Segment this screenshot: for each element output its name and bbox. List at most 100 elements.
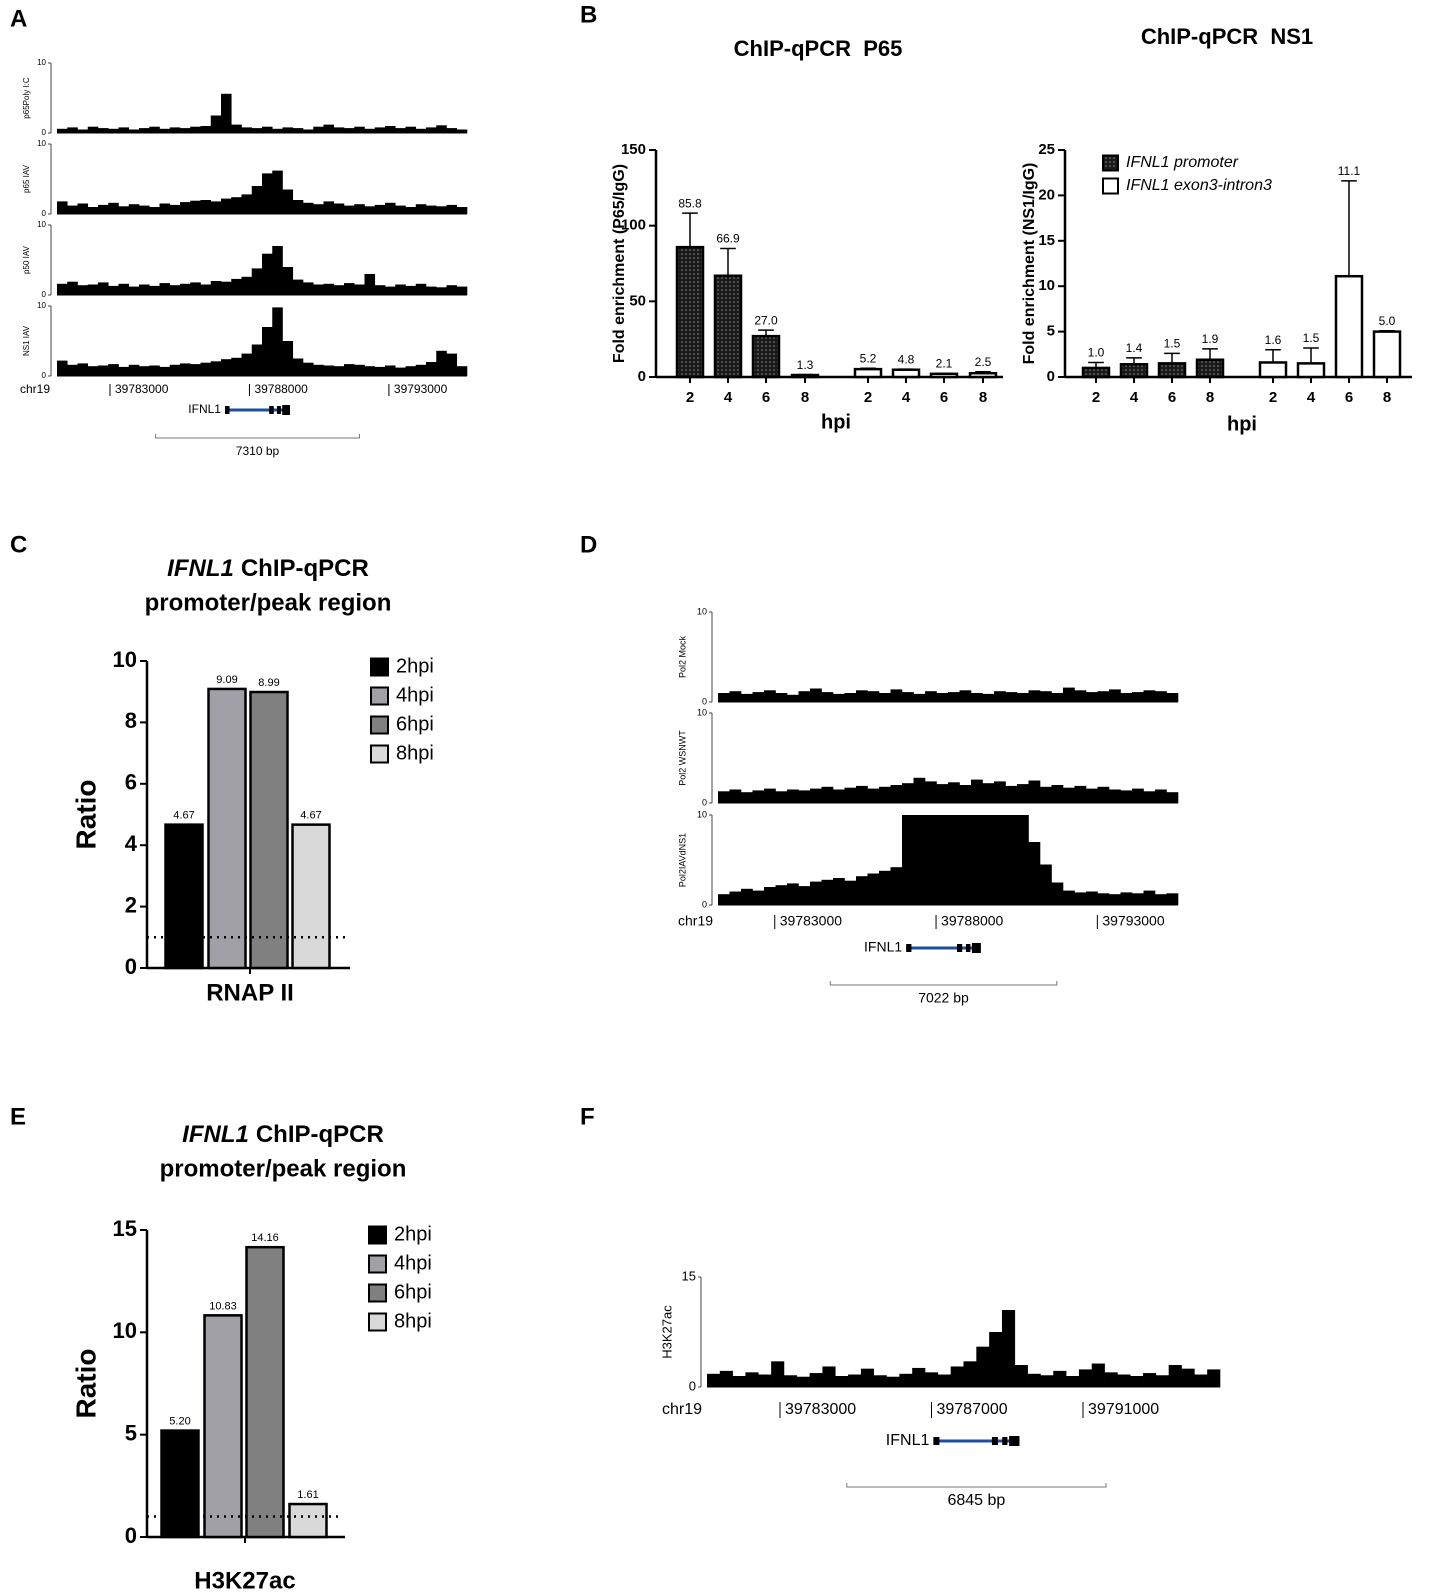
- error-bar: [1126, 357, 1142, 365]
- panel-label: B: [580, 1, 597, 28]
- signal-bin: [848, 1374, 862, 1387]
- signal-bin: [405, 285, 417, 295]
- bar: [203, 1314, 243, 1539]
- value-label: 4.67: [173, 810, 194, 822]
- y-tick-label: 4: [125, 831, 138, 856]
- signal-bin: [821, 692, 834, 702]
- signal-bin: [741, 693, 753, 702]
- title-gene: IFNL1: [167, 555, 234, 582]
- signal-bin: [231, 197, 242, 214]
- y-tick-label: 5: [125, 1420, 137, 1445]
- signal-bin: [426, 127, 437, 133]
- signal-bin: [251, 128, 263, 133]
- signal-bin: [251, 186, 263, 214]
- signal-bin: [718, 693, 730, 702]
- signal-bin: [180, 283, 191, 295]
- signal-bin: [936, 815, 949, 905]
- y-tick-label: 10: [37, 139, 46, 148]
- signal-bin: [169, 127, 181, 133]
- signal-bin: [867, 873, 880, 905]
- signal-bin: [1097, 691, 1110, 702]
- signal-bin: [1074, 892, 1087, 905]
- legend-label: IFNL1 exon3-intron3: [1126, 177, 1272, 194]
- signal-bin: [344, 128, 355, 133]
- signal-bin: [374, 366, 386, 376]
- signal-bin: [251, 344, 263, 376]
- signal-bin: [1143, 1373, 1157, 1387]
- y-axis-label: Ratio: [70, 1349, 101, 1419]
- gene-exon: [1002, 1437, 1008, 1445]
- signal-bin: [374, 127, 386, 133]
- signal-bin: [272, 246, 283, 295]
- signal-bin: [98, 204, 109, 214]
- signal-bin: [180, 202, 191, 214]
- y-tick-label: 10: [37, 58, 46, 67]
- signal-bin: [323, 201, 335, 214]
- signal-bin: [844, 880, 857, 905]
- signal-bin: [925, 781, 937, 803]
- signal-bin: [98, 282, 109, 295]
- signal-bin: [948, 815, 960, 905]
- error-bar: [1265, 349, 1281, 363]
- signal-bin: [867, 788, 880, 803]
- legend-swatch: [368, 1312, 387, 1332]
- signal-bin: [913, 777, 926, 803]
- legend-label: 4hpi: [396, 684, 434, 706]
- value-label: 9.09: [216, 674, 237, 686]
- legend-swatch: [370, 715, 389, 735]
- track-name: H3K27ac: [659, 1305, 674, 1359]
- legend-swatch: [368, 1283, 387, 1303]
- track-name: NS1 IAV: [22, 325, 31, 356]
- signal-bin: [1130, 1376, 1144, 1387]
- value-label: 5.2: [860, 351, 877, 365]
- value-label: 1.9: [1202, 332, 1219, 346]
- y-tick-label: 15: [682, 1268, 696, 1283]
- signal-bin: [303, 282, 314, 295]
- signal-bin: [718, 894, 730, 905]
- x-tick-label: 6: [762, 389, 770, 406]
- signal-bin: [867, 691, 880, 702]
- signal-bin: [200, 200, 212, 214]
- signal-bin: [169, 285, 181, 295]
- track-name: Pol2IAVdNS1: [677, 833, 687, 887]
- signal-bin: [798, 886, 811, 905]
- signal-bin: [976, 1346, 990, 1387]
- signal-bin: [775, 885, 788, 905]
- signal-bin: [1143, 791, 1156, 803]
- value-label: 85.8: [678, 196, 702, 210]
- signal-bin: [719, 1370, 733, 1387]
- signal-bin: [1005, 815, 1018, 905]
- x-tick-label: 39787000: [936, 1401, 1007, 1418]
- signal-bin: [395, 367, 406, 376]
- error-bar: [1088, 361, 1104, 368]
- bar: [1334, 274, 1364, 379]
- signal-bin: [1027, 1373, 1041, 1387]
- chart-subtitle: promoter/peak region: [160, 1155, 407, 1182]
- y-tick-label: 0: [702, 797, 707, 807]
- signal-bin: [1066, 1376, 1080, 1387]
- x-tick-label: 39793000: [394, 382, 448, 396]
- signal-bin: [764, 887, 776, 905]
- signal-bin: [810, 788, 822, 803]
- signal-bin: [436, 350, 447, 376]
- signal-bin: [787, 694, 799, 702]
- signal-bin: [1028, 690, 1041, 702]
- y-tick-label: 0: [125, 954, 137, 979]
- gene-exon: [269, 406, 274, 414]
- error-bar: [1202, 348, 1218, 360]
- signal-bin: [1063, 687, 1075, 702]
- signal-bin: [890, 689, 903, 702]
- signal-bin: [1097, 786, 1110, 803]
- signal-bin: [890, 867, 903, 905]
- signal-bin: [821, 879, 834, 905]
- bar: [891, 368, 921, 379]
- signal-bin: [936, 784, 949, 803]
- signal-bin: [262, 173, 273, 214]
- signal-bin: [128, 286, 140, 295]
- signal-bin: [1132, 893, 1144, 905]
- y-tick-label: 0: [638, 368, 646, 385]
- signal-bin: [118, 283, 130, 295]
- signal-bin: [231, 124, 242, 133]
- bar: [1081, 366, 1111, 379]
